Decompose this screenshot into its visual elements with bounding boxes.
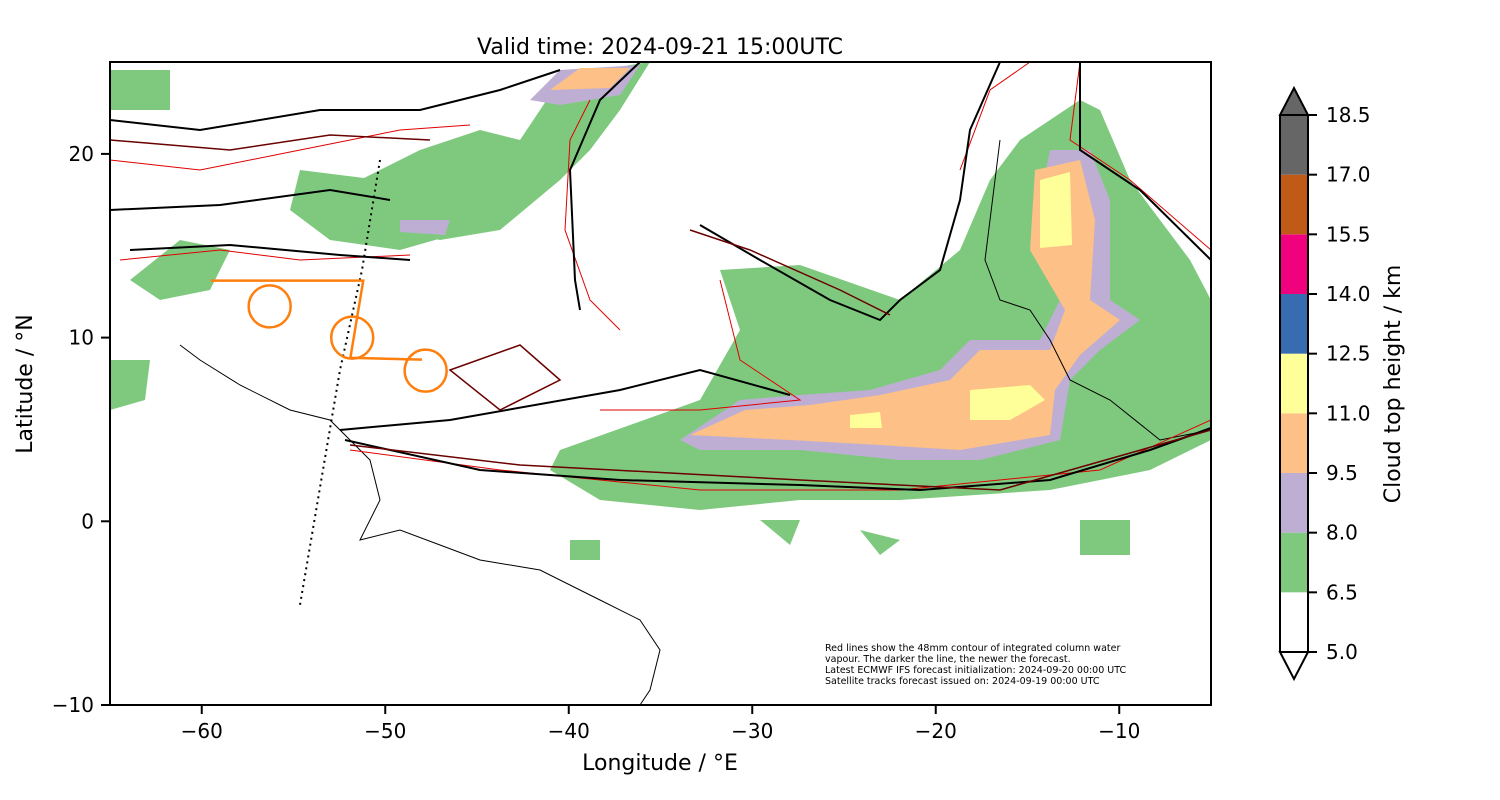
colorbar-segment [1280,174,1308,235]
y-axis: −10 0 10 20 [52,142,110,717]
annotation-line: Satellite tracks forecast issued on: 202… [825,676,1100,687]
x-tick-label: −40 [548,719,590,743]
y-tick-label: 20 [69,142,94,166]
colorbar-extend-min [1278,651,1310,682]
contours-dark [110,62,1211,492]
y-tick-label: −10 [52,693,94,717]
colorbar-segment [1280,413,1308,473]
colorbar-segment [1280,592,1308,652]
dotted-line [299,159,381,606]
contours-red [110,62,1211,491]
x-tick-label: −20 [915,719,957,743]
colorbar-tick-label: 14.0 [1326,282,1371,306]
y-tick-label: 0 [81,509,94,533]
colorbar-label: Cloud top height / km [1381,265,1406,504]
x-tick-label: −60 [181,719,223,743]
satellite-footprint-circle [403,348,448,393]
cloud-green-regions [110,62,1211,560]
satellite-footprint-circle [247,284,292,329]
annotation-text: Red lines show the 48mm contour of integ… [825,643,1126,687]
colorbar-segment [1280,473,1308,533]
satellite-track [210,279,448,393]
cloud-yellow-regions [850,172,1072,428]
x-tick-label: −10 [1098,719,1140,743]
x-tick-label: −50 [364,719,406,743]
colorbar-tick-label: 18.5 [1326,103,1371,127]
colorbar-segment [1280,353,1308,414]
colorbar-tick-label: 6.5 [1326,580,1358,604]
annotation-line: vapour. The darker the line, the newer t… [825,654,1071,665]
satellite-footprint-circle [329,315,375,360]
colorbar-tick-label: 17.0 [1326,163,1371,187]
satellite-track-line [210,279,422,361]
colorbar-tick-label: 15.5 [1326,222,1371,246]
colorbar-frame [1279,115,1309,652]
chart-title: Valid time: 2024-09-21 15:00UTC [477,35,843,60]
x-axis: −60 −50 −40 −30 −20 −10 [181,705,1140,743]
colorbar-segment [1280,115,1308,175]
colorbar-tick-label: 8.0 [1326,521,1358,545]
colorbar: 5.0 6.5 8.0 9.5 11.0 12.5 14.0 15.5 17.0 18.5 [1278,85,1371,682]
cloud-orange-regions [550,68,1120,450]
colorbar-tick-label: 12.5 [1326,342,1371,366]
colorbar-tick-label: 5.0 [1326,640,1358,664]
colorbar-segment [1280,294,1308,354]
colorbar-segment [1280,532,1308,593]
colorbar-tick-label: 11.0 [1326,401,1371,425]
annotation-line: Red lines show the 48mm contour of integ… [825,643,1120,654]
colorbar-tick-label: 9.5 [1326,461,1358,485]
colorbar-extend-max [1278,85,1310,116]
x-axis-label: Longitude / °E [582,751,738,776]
contours-darkred [110,134,1211,491]
coastlines [179,139,1211,705]
plot-frame [109,61,1212,706]
y-tick-label: 10 [69,326,94,350]
annotation-line: Latest ECMWF IFS forecast initialization… [825,665,1126,676]
map-area [110,62,1211,705]
x-tick-label: −30 [731,719,773,743]
y-axis-label: Latitude / °N [13,314,38,453]
colorbar-segment [1280,234,1308,294]
